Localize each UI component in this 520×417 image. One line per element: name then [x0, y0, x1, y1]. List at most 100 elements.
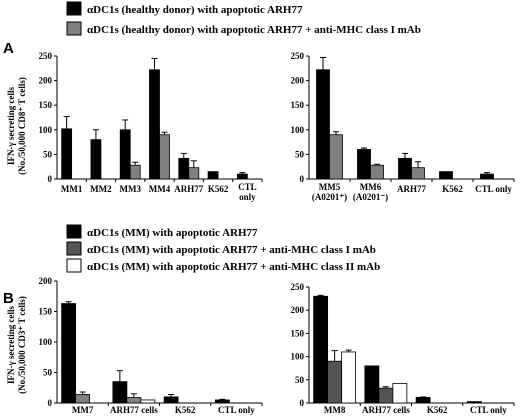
x-tick-label: CTL only [475, 184, 512, 194]
bar [466, 401, 482, 404]
bar [327, 360, 343, 404]
x-tick-label: MM4 [149, 184, 171, 194]
x-tick-label: MM3 [119, 184, 141, 194]
y-tick-label: 250 [291, 282, 305, 292]
y-tick-label: 200 [291, 76, 305, 86]
bar [61, 128, 73, 180]
y-tick-label: 150 [39, 100, 53, 110]
bar [163, 396, 179, 404]
x-tick-label: ARH77 cells [110, 405, 158, 415]
bar [149, 69, 160, 180]
bar [480, 173, 494, 180]
x-tick-label: MM5 [319, 182, 341, 192]
y-tick-label: 0 [300, 398, 305, 408]
panel-label-a: A [3, 40, 14, 57]
bar [398, 157, 412, 180]
bar [439, 171, 453, 180]
y-axis-label-b-line2: (No./50,000 CD3⁺ T cells) [17, 296, 27, 394]
bar [214, 399, 230, 404]
legend-b-label-1: αDC1s (MM) with apoptotic ARH77 [87, 227, 258, 239]
bar [178, 157, 190, 180]
bar [207, 171, 219, 180]
bar [140, 399, 156, 404]
bar [329, 134, 343, 180]
legend-b-label-2: αDC1s (MM) with apoptotic ARH77 + anti-M… [87, 244, 376, 256]
legend-b-swatch-1 [66, 224, 82, 239]
bar [112, 381, 128, 404]
x-tick-label: ARH77 cells [362, 405, 410, 415]
x-tick-label: K562 [442, 184, 463, 194]
x-tick-label: CTL only [218, 405, 255, 415]
y-tick-label: 200 [39, 276, 53, 286]
y-tick-label: 0 [48, 174, 53, 184]
x-tick-label: ARH77 [397, 184, 426, 194]
y-tick-label: 100 [291, 125, 305, 135]
bar [316, 69, 330, 180]
x-tick-label: CTL [238, 182, 257, 192]
legend-b-label-3: αDC1s (MM) with apoptotic ARH77 + anti-M… [87, 261, 380, 273]
bar [341, 351, 357, 404]
bar [392, 383, 408, 404]
bar [313, 295, 329, 404]
y-tick-label: 150 [39, 307, 53, 317]
y-tick-label: 150 [291, 100, 305, 110]
x-tick-label: MM1 [61, 184, 83, 194]
bar [159, 134, 170, 180]
y-tick-label: 250 [39, 51, 53, 61]
y-tick-label: 50 [43, 149, 53, 159]
bar [357, 149, 371, 180]
y-axis-label-b-line1: IFN-γ secreting cells [6, 305, 16, 384]
chart-1: 0 50 100 150 200 250 MM1 MM2 MM3 MM4 ARH77 K562 CTLo… [39, 51, 263, 202]
x-tick-label: MM6 [360, 182, 382, 192]
y-tick-label: 200 [291, 305, 305, 315]
y-tick-label: 100 [39, 337, 53, 347]
x-tick-label: (A0201⁻) [353, 192, 388, 202]
y-axis-label-a-line1: IFN-γ secreting cells [6, 86, 16, 165]
chart-2: 0 50 100 150 200 250 MM5(A0201⁺) MM6(A0201⁻) ARH… [291, 51, 515, 202]
bar [188, 167, 200, 180]
legend-b-swatch-2 [66, 241, 82, 256]
bar [119, 129, 131, 180]
bar [90, 139, 102, 180]
legend-a-label-2: αDC1s (healthy donor) with apoptotic ARH… [87, 24, 421, 36]
panel-label-b: B [3, 290, 14, 307]
bar [129, 164, 141, 180]
bar [61, 303, 77, 404]
bar [370, 164, 384, 180]
y-tick-label: 0 [300, 174, 305, 184]
legend-a-label-1: αDC1s (healthy donor) with apoptotic ARH… [87, 4, 303, 16]
chart-4: 0 50 100 150 200 250 MM8 ARH77 cells K562 CTL onl… [291, 282, 515, 415]
x-tick-label: ARH77 [174, 184, 203, 194]
legend-a: αDC1s (healthy donor) with apoptotic ARH… [66, 1, 421, 36]
bar [378, 387, 394, 404]
x-tick-label: MM8 [324, 405, 346, 415]
x-tick-label: K562 [208, 184, 229, 194]
y-tick-label: 250 [291, 51, 305, 61]
y-tick-label: 200 [39, 76, 53, 86]
y-tick-label: 100 [39, 125, 53, 135]
legend-b: αDC1s (MM) with apoptotic ARH77 αDC1s (M… [66, 224, 380, 273]
y-tick-label: 100 [291, 352, 305, 362]
x-tick-label: MM7 [72, 405, 94, 415]
bar [75, 394, 91, 404]
bar [126, 397, 142, 404]
bar [364, 365, 380, 404]
chart-3: 0 50 100 150 200 MM7 ARH77 cells K562 CTL only [39, 276, 263, 415]
x-tick-label: CTL only [470, 405, 507, 415]
y-tick-label: 150 [291, 328, 305, 338]
x-tick-label: K562 [427, 405, 448, 415]
bar [415, 397, 431, 404]
legend-b-swatch-3 [66, 258, 82, 273]
y-tick-label: 50 [43, 368, 53, 378]
bar [411, 167, 425, 180]
x-tick-label: (A0201⁺) [312, 192, 347, 202]
legend-a-swatch-2 [66, 21, 82, 36]
y-tick-label: 50 [295, 149, 305, 159]
x-tick-label: only [239, 192, 256, 202]
y-tick-label: 50 [295, 375, 305, 385]
x-tick-label: MM2 [90, 184, 112, 194]
legend-a-swatch-1 [66, 1, 82, 16]
y-axis-label-a-line2: (No./50,000 CD8⁺ T cells) [17, 77, 27, 175]
